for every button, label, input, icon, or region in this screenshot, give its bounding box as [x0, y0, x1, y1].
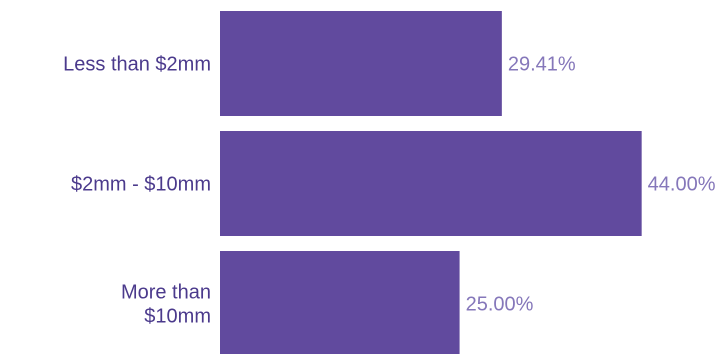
category-label-1: $2mm - $10mm — [71, 174, 211, 196]
value-label-1: 44.00% — [648, 174, 716, 196]
value-label-2: 25.00% — [466, 294, 534, 316]
category-label-line: More than — [121, 282, 211, 304]
bar-2 — [220, 251, 460, 354]
bars-group — [220, 11, 642, 354]
category-label-line: Less than $2mm — [63, 54, 211, 76]
bar-1 — [220, 131, 642, 236]
category-labels-group: Less than $2mm $2mm - $10mm More than $10mm — [63, 54, 211, 328]
category-label-0: Less than $2mm — [63, 54, 211, 76]
category-label-2: More than $10mm — [121, 282, 211, 328]
bar-0 — [220, 11, 502, 116]
category-label-line: $10mm — [144, 306, 211, 328]
value-labels-group: 29.41% 44.00% 25.00% — [466, 54, 716, 316]
value-label-0: 29.41% — [508, 54, 576, 76]
category-label-line: $2mm - $10mm — [71, 174, 211, 196]
